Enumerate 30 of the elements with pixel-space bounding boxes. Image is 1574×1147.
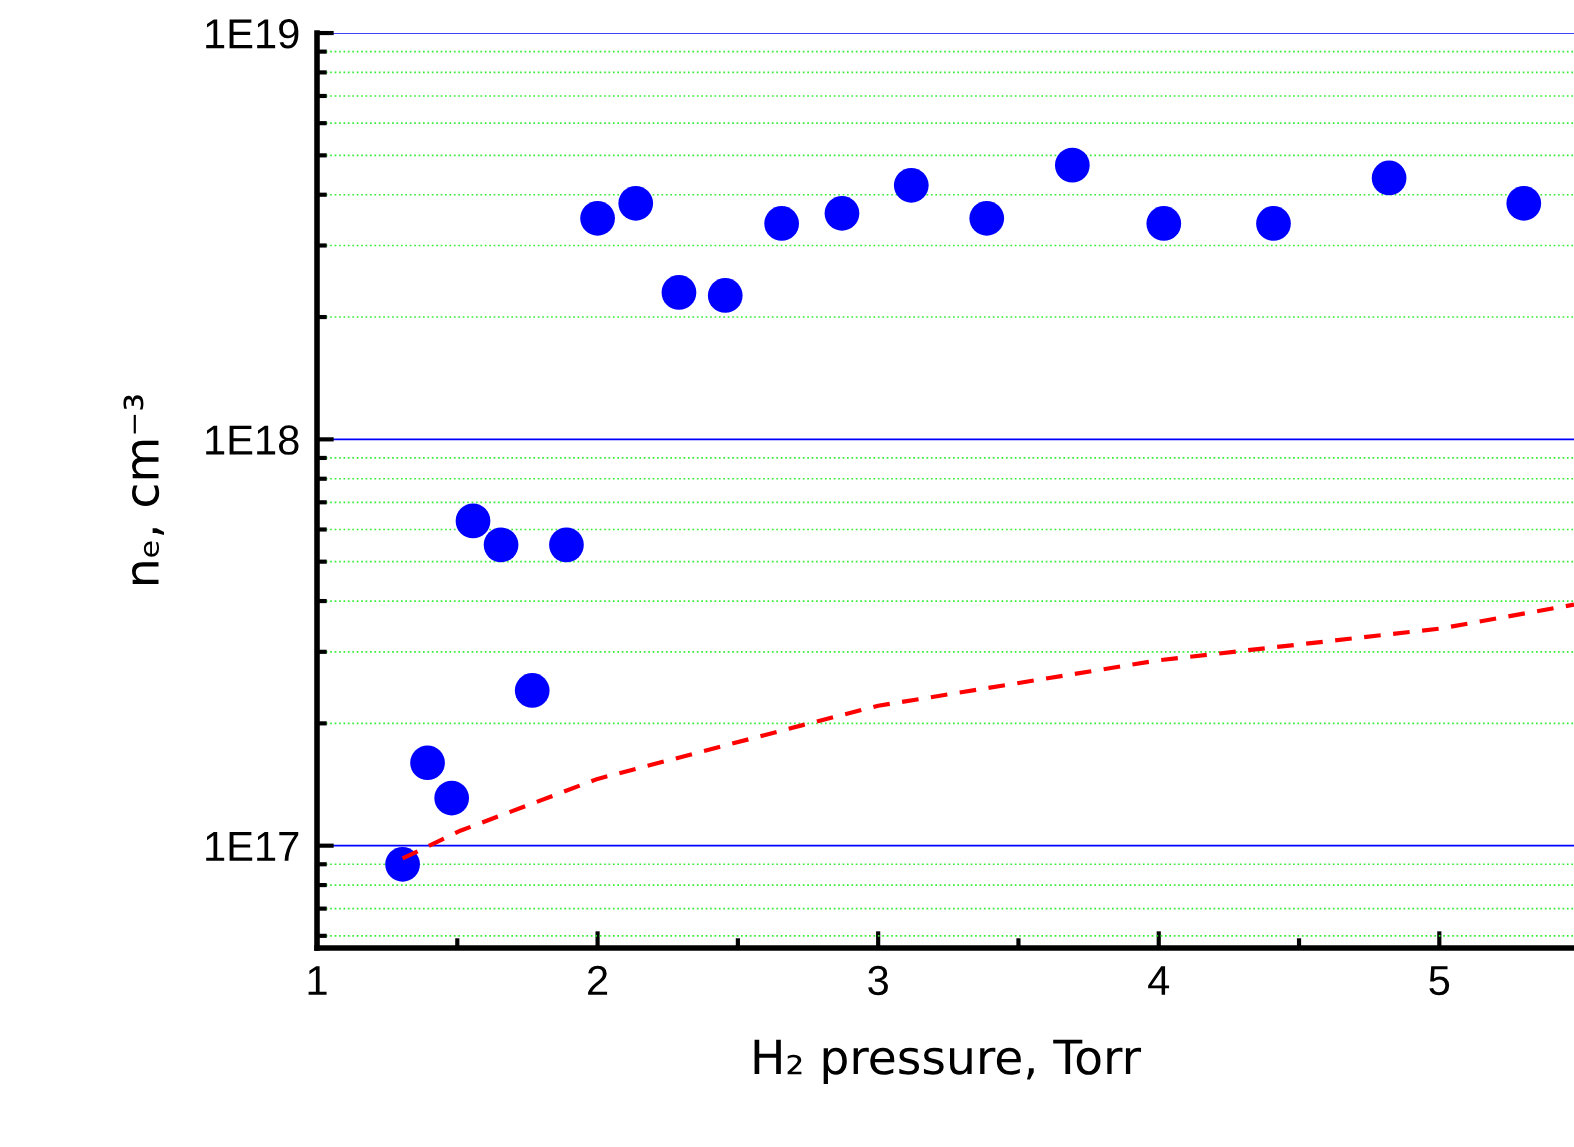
x-tick-label: 3 bbox=[868, 965, 888, 996]
point bbox=[455, 503, 491, 539]
point bbox=[434, 780, 470, 816]
point bbox=[1146, 206, 1182, 241]
point bbox=[580, 200, 615, 236]
x-axis-title: H₂ pressure, Torr bbox=[754, 1039, 1142, 1084]
y-tick-label: 1E17 bbox=[206, 832, 299, 861]
x-tick-label: 2 bbox=[588, 965, 608, 995]
x-tick-label: 1 bbox=[308, 966, 327, 995]
point bbox=[1256, 206, 1291, 241]
point bbox=[549, 527, 584, 563]
point bbox=[969, 200, 1005, 236]
point bbox=[514, 673, 550, 708]
point bbox=[410, 745, 445, 781]
point bbox=[661, 275, 697, 310]
point bbox=[1506, 185, 1542, 221]
point bbox=[1054, 147, 1090, 183]
x-tick-label: 5 bbox=[1429, 966, 1450, 996]
point bbox=[764, 206, 799, 241]
x-tick-label: 4 bbox=[1148, 966, 1170, 995]
point bbox=[618, 185, 654, 221]
y-tick-label: 1E19 bbox=[206, 19, 299, 49]
point bbox=[824, 195, 860, 231]
y-axis-title: nₑ, cm⁻³ bbox=[123, 395, 164, 584]
point bbox=[385, 846, 420, 882]
point bbox=[707, 278, 743, 313]
point bbox=[1371, 160, 1407, 196]
point bbox=[483, 527, 519, 563]
y-tick-label: 1E18 bbox=[206, 425, 299, 455]
point bbox=[893, 167, 929, 203]
